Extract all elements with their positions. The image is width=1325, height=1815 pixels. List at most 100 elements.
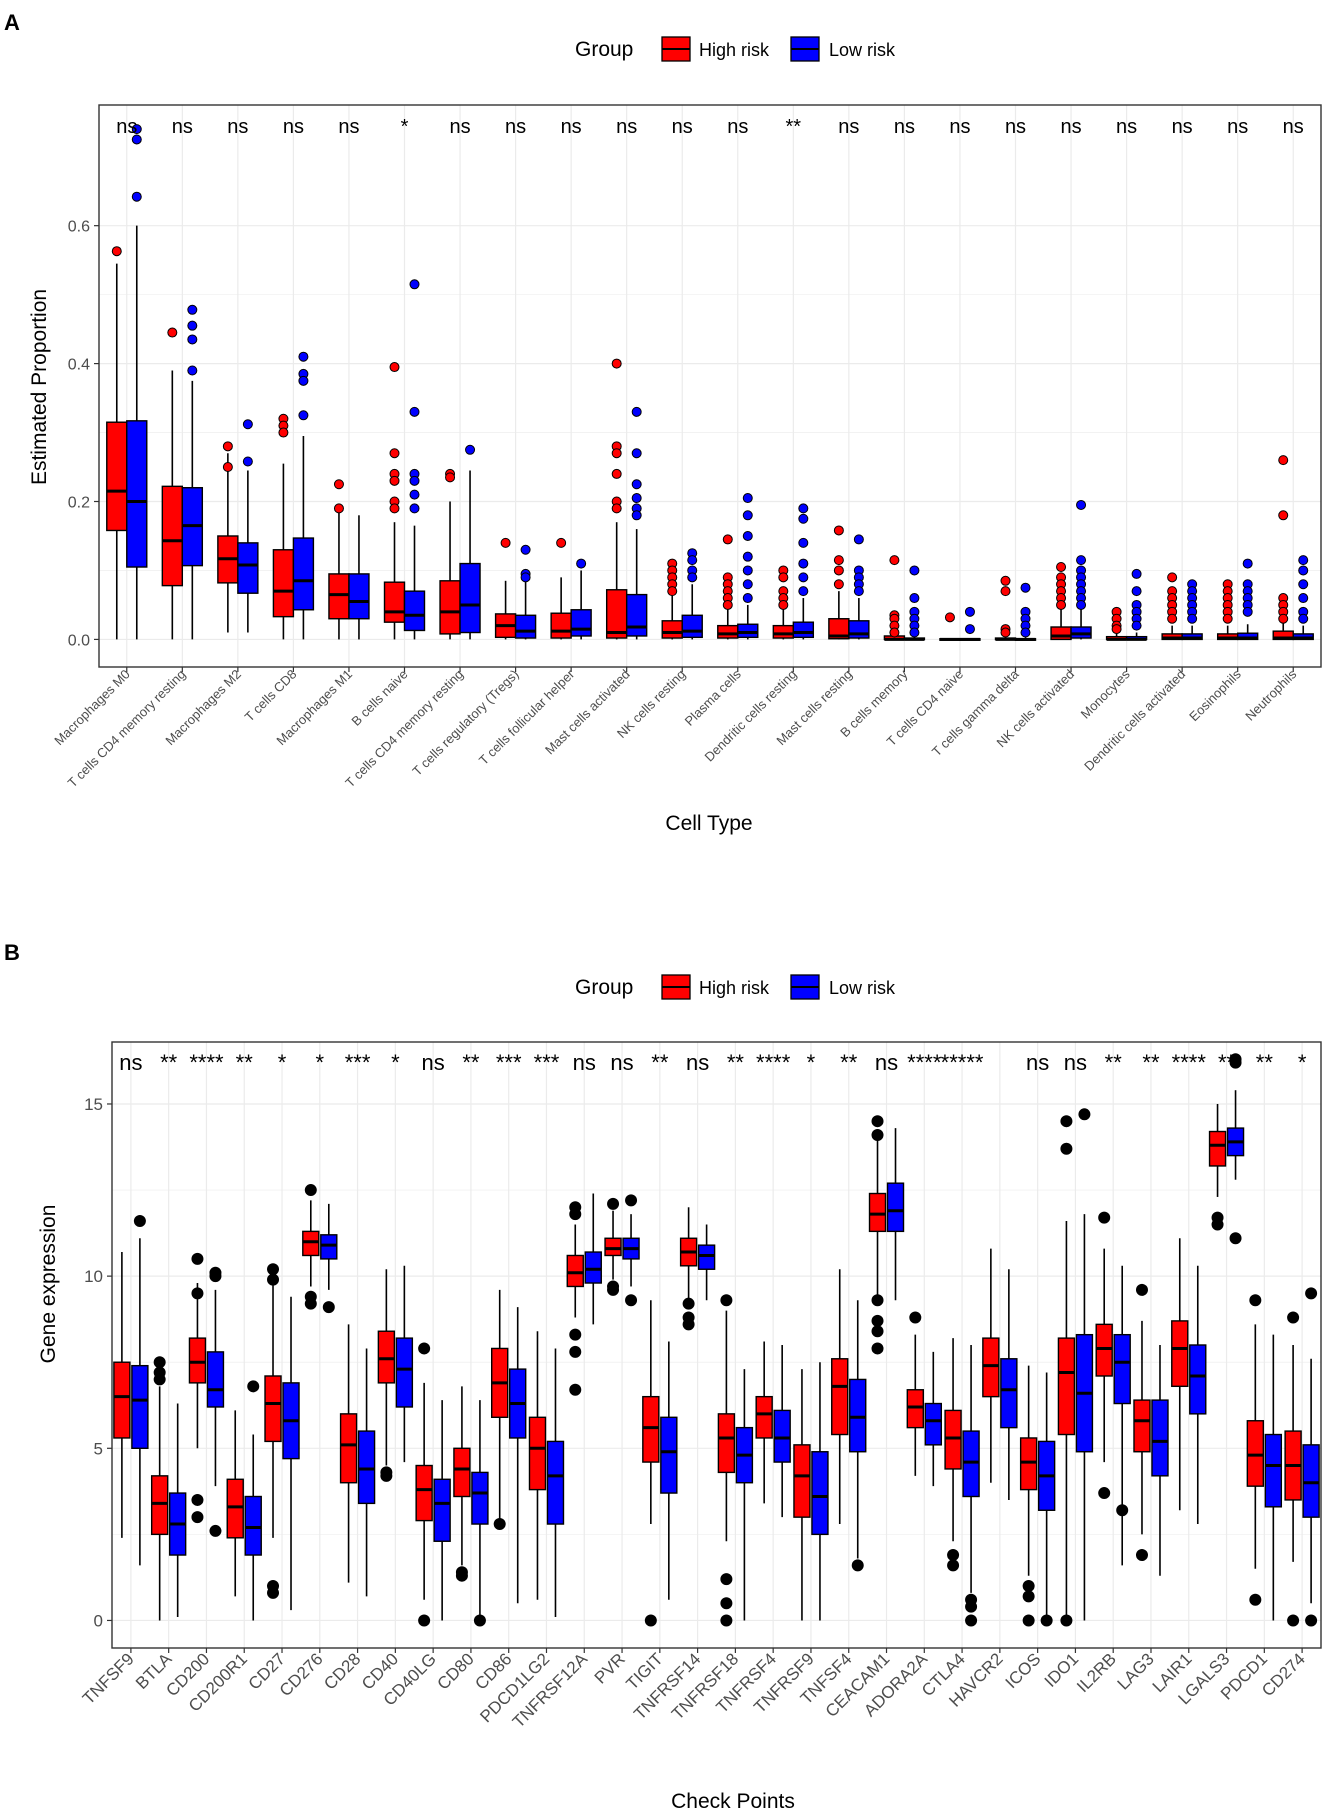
outlier-point xyxy=(222,462,233,473)
box xyxy=(1019,1437,1038,1491)
outlier-point xyxy=(871,1314,884,1327)
outlier-point xyxy=(409,475,420,486)
outlier-point xyxy=(304,1297,317,1310)
box xyxy=(868,1192,887,1233)
significance-label: ns xyxy=(1227,116,1248,138)
significance-label: ** xyxy=(786,116,802,138)
significance-label: ** xyxy=(160,1050,178,1075)
significance-label: * xyxy=(1298,1050,1307,1075)
significance-label: ns xyxy=(283,116,304,138)
outlier-point xyxy=(187,365,198,376)
box xyxy=(906,1389,924,1429)
outlier-point xyxy=(778,572,789,583)
outlier-point xyxy=(455,1569,468,1582)
significance-label: ***** xyxy=(941,1050,984,1075)
outlier-point xyxy=(1020,627,1031,638)
grid xyxy=(112,1042,1321,1648)
x-tick-label: CD276 xyxy=(276,1649,327,1700)
panel-b-x-axis-title: Check Points xyxy=(671,1790,795,1813)
x-tick-label: T cells regulatory (Tregs) xyxy=(409,667,521,779)
y-tick-label: 15 xyxy=(84,1095,103,1114)
significance-label: ** xyxy=(462,1050,480,1075)
outlier-point xyxy=(1060,1115,1073,1128)
outlier-point xyxy=(1131,620,1142,631)
box xyxy=(604,1237,622,1257)
outlier-point xyxy=(131,134,142,145)
outlier-point xyxy=(687,555,698,566)
significance-label: ns xyxy=(1283,116,1304,138)
outlier-point xyxy=(1298,593,1309,604)
x-tick-label: LAG3 xyxy=(1114,1649,1158,1693)
x-tick-label: T cells CD4 memory resting xyxy=(342,667,466,791)
box xyxy=(403,590,426,632)
outlier-point xyxy=(1060,1142,1073,1155)
outlier-point xyxy=(569,1345,582,1358)
outlier-point xyxy=(131,191,142,202)
box xyxy=(982,1337,1000,1398)
box xyxy=(161,485,184,587)
panel-a-y-axis-title: Estimated Proportion xyxy=(28,289,51,485)
outlier-point xyxy=(187,334,198,345)
outlier-point xyxy=(798,513,809,524)
outlier-point xyxy=(720,1294,733,1307)
outlier-point xyxy=(1298,579,1309,590)
outlier-point xyxy=(1111,624,1122,635)
panel-a-legend-low-risk: Low risk xyxy=(829,40,896,60)
significance-label: ns xyxy=(686,1050,709,1075)
outlier-point xyxy=(853,534,864,545)
outlier-point xyxy=(833,555,844,566)
significance-label: ns xyxy=(1005,116,1026,138)
significance-label: ** xyxy=(840,1050,858,1075)
panel-a: A Group High risk Low risk Cell Type Est… xyxy=(4,10,1322,835)
panel-b-legend: Group High risk Low risk xyxy=(575,974,896,1000)
outlier-point xyxy=(418,1614,431,1627)
significance-label: ns xyxy=(1116,116,1137,138)
outlier-point xyxy=(871,1342,884,1355)
outlier-point xyxy=(191,1511,204,1524)
outlier-point xyxy=(473,1614,486,1627)
significance-label: ns xyxy=(1064,1050,1087,1075)
outlier-point xyxy=(389,503,400,514)
outlier-point xyxy=(520,544,531,555)
outlier-point xyxy=(742,551,753,562)
box xyxy=(584,1251,602,1284)
x-tick-label: T cells CD8 xyxy=(242,667,300,725)
box xyxy=(328,573,350,620)
outlier-point xyxy=(965,1600,978,1613)
box xyxy=(1264,1433,1283,1508)
outlier-point xyxy=(569,1208,582,1221)
box xyxy=(106,421,128,532)
outlier-point xyxy=(742,565,753,576)
box xyxy=(237,542,259,594)
panel-b-label: B xyxy=(4,940,20,965)
x-tick-label: CD28 xyxy=(320,1649,364,1693)
outlier-point xyxy=(742,510,753,521)
outlier-point xyxy=(889,555,900,566)
outlier-point xyxy=(607,1197,620,1210)
outlier-point xyxy=(947,1559,960,1572)
box xyxy=(357,1430,376,1505)
box xyxy=(528,1416,547,1491)
outlier-point xyxy=(445,472,456,483)
box xyxy=(831,1358,849,1436)
outlier-point xyxy=(611,358,622,369)
significance-label: ns xyxy=(672,116,693,138)
outlier-point xyxy=(909,627,920,638)
outlier-point xyxy=(871,1294,884,1307)
outlier-point xyxy=(687,572,698,583)
box xyxy=(377,1330,396,1384)
significance-label: **** xyxy=(1172,1050,1207,1075)
significance-label: ns xyxy=(727,116,748,138)
box xyxy=(1095,1323,1113,1377)
box xyxy=(302,1230,320,1257)
outlier-point xyxy=(631,448,642,459)
box xyxy=(292,537,315,611)
significance-label: ** xyxy=(651,1050,669,1075)
outlier-point xyxy=(242,456,253,467)
outlier-point xyxy=(167,327,178,338)
box xyxy=(244,1495,262,1556)
outlier-point xyxy=(1298,555,1309,566)
outlier-point xyxy=(1305,1287,1318,1300)
x-tick-label: CD274 xyxy=(1258,1649,1309,1700)
outlier-point xyxy=(1060,1614,1073,1627)
